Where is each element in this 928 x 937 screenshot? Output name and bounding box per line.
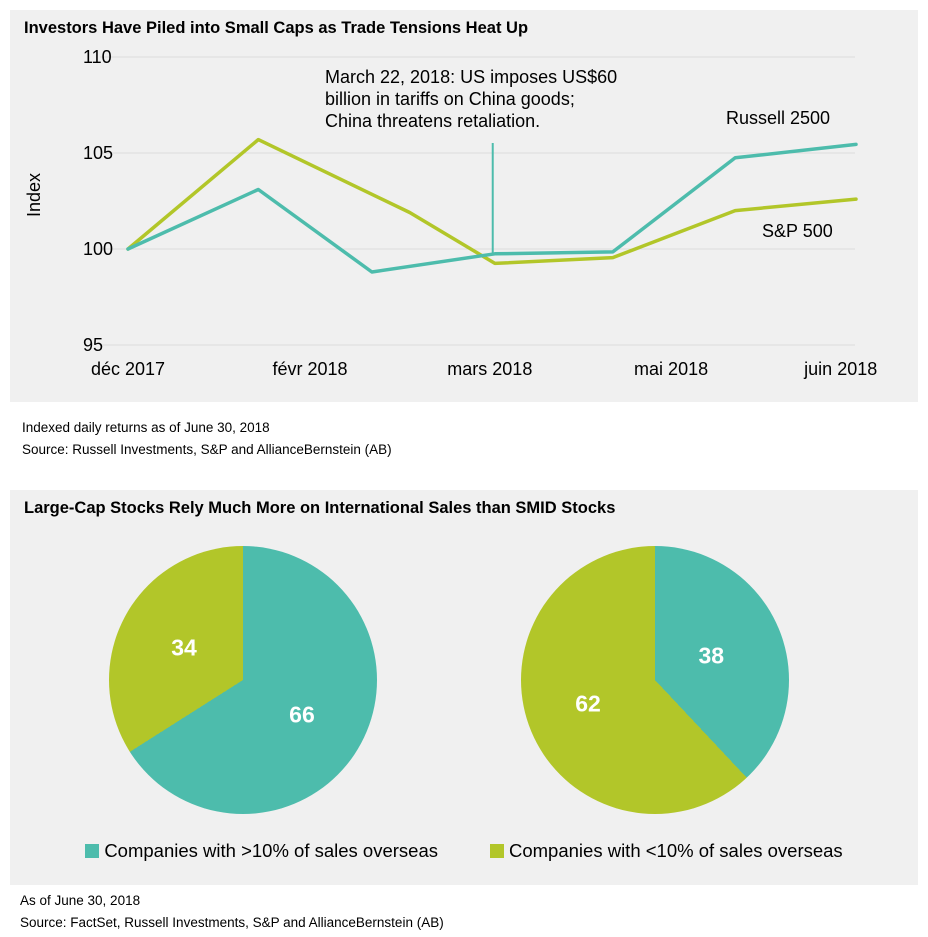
x-tick-label: déc 2017 (91, 359, 165, 379)
legend-item: Companies with <10% of sales overseas (490, 840, 843, 862)
s-p-500-line (126, 137, 858, 266)
bottom-footnote-line-1: As of June 30, 2018 (20, 893, 141, 908)
y-tick-label: 105 (83, 143, 113, 163)
annotation-text: March 22, 2018: US imposes US$60 billion… (325, 66, 617, 132)
bottom-chart-panel: Large-Cap Stocks Rely Much More on Inter… (10, 490, 918, 885)
top-chart-panel: 95 100 105 110 déc 2017 févr 2018 mars 2018 mai… (10, 10, 918, 402)
bottom-chart-footnote: As of June 30, 2018 Source: FactSet, Rus… (20, 890, 444, 933)
pie-value-label: 34 (171, 634, 197, 661)
x-tick-label: févr 2018 (272, 359, 347, 379)
top-chart-title: Investors Have Piled into Small Caps as … (24, 19, 529, 37)
legend-item: Companies with >10% of sales overseas (85, 840, 438, 862)
top-chart-footnote: Indexed daily returns as of June 30, 201… (22, 417, 392, 460)
russell-2500-line (126, 142, 858, 274)
pie-value-label: 66 (289, 701, 315, 728)
annotation-line-2: billion in tariffs on China goods; (325, 89, 575, 109)
y-axis-label: Index (24, 173, 44, 217)
y-tick-label: 95 (83, 335, 103, 355)
pie-value-label: 38 (698, 642, 725, 669)
x-tick-label: juin 2018 (803, 359, 877, 379)
annotation-line-3: China threatens retaliation. (325, 111, 541, 131)
sp-500-series-label: S&P 500 (762, 221, 833, 241)
pie-legend: Companies with >10% of sales overseas Com… (10, 840, 918, 862)
top-footnote-line-2: Source: Russell Investments, S&P and All… (22, 441, 392, 457)
russell-2500-series-label: Russell 2500 (726, 108, 831, 128)
legend-label: Companies with <10% of sales overseas (509, 840, 843, 861)
legend-label: Companies with >10% of sales overseas (104, 840, 438, 861)
smid-pie-chart: 38 62 (521, 546, 789, 814)
y-tick-label: 110 (83, 47, 112, 67)
annotation-line-1: March 22, 2018: US imposes US$60 (325, 67, 618, 87)
pie-value-label: 62 (575, 690, 601, 717)
legend-swatch-icon (85, 844, 100, 858)
x-tick-label: mars 2018 (447, 359, 532, 379)
legend-swatch-icon (490, 844, 504, 858)
y-tick-label: 100 (83, 239, 113, 259)
line-chart-svg: 95 100 105 110 déc 2017 févr 2018 mars 2018 mai… (24, 47, 877, 379)
top-footnote-line-1: Indexed daily returns as of June 30, 201… (22, 420, 270, 435)
x-tick-label: mai 2018 (634, 359, 708, 379)
bottom-chart-title: Large-Cap Stocks Rely Much More on Inter… (24, 499, 616, 517)
bottom-footnote-line-2: Source: FactSet, Russell Investments, S&… (20, 914, 444, 930)
large-cap-pie-chart: 66 34 (109, 546, 377, 814)
